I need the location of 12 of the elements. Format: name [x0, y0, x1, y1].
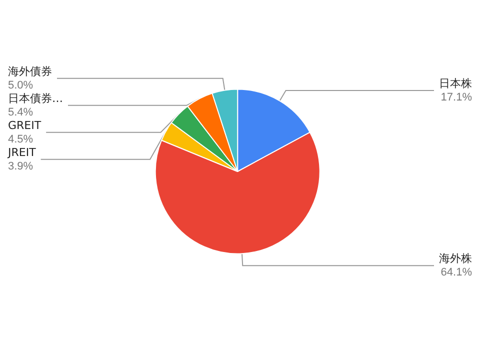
slice-label: JREIT	[7, 146, 36, 159]
data-label: 5.4%	[8, 106, 34, 118]
slice-label: GREIT	[8, 118, 42, 132]
data-label: 5.0%	[8, 79, 34, 92]
data-label: 4.5%	[8, 133, 34, 146]
data-label: 17.1%	[440, 92, 472, 104]
slice-label: 海外債券	[8, 64, 52, 78]
slice-label: 日本株	[439, 77, 472, 90]
slice-label: 海外株	[439, 252, 472, 266]
data-label: 3.9%	[8, 160, 34, 172]
data-label: 64.1%	[440, 266, 472, 279]
slice-label: 日本債券…	[8, 92, 63, 105]
